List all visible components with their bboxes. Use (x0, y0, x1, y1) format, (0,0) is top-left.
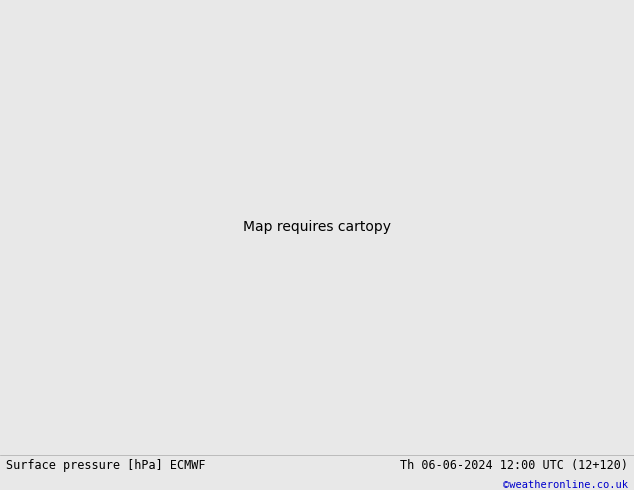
Text: Th 06-06-2024 12:00 UTC (12+120): Th 06-06-2024 12:00 UTC (12+120) (399, 459, 628, 472)
Text: Surface pressure [hPa] ECMWF: Surface pressure [hPa] ECMWF (6, 459, 206, 472)
Text: ©weatheronline.co.uk: ©weatheronline.co.uk (503, 480, 628, 490)
Text: Map requires cartopy: Map requires cartopy (243, 220, 391, 234)
